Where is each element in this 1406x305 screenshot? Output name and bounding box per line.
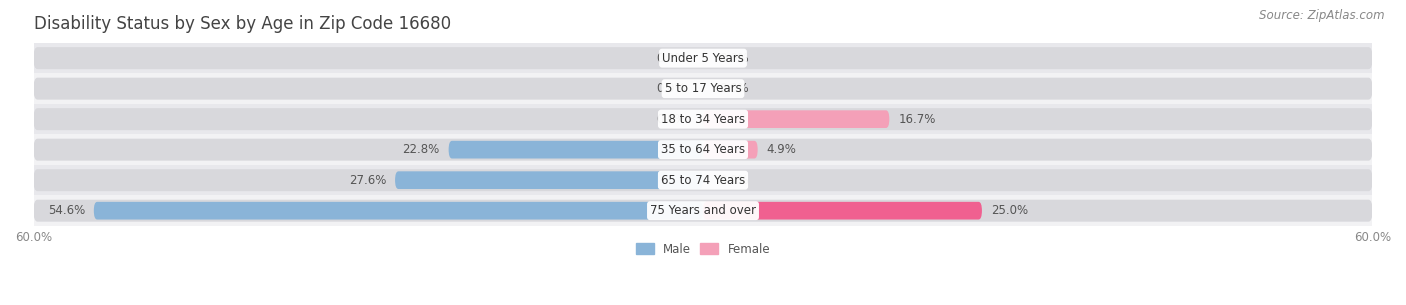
Legend: Male, Female: Male, Female bbox=[631, 238, 775, 260]
FancyBboxPatch shape bbox=[703, 110, 890, 128]
Bar bbox=[34, 135, 1372, 165]
Text: 0.0%: 0.0% bbox=[657, 52, 686, 65]
Text: 16.7%: 16.7% bbox=[898, 113, 935, 126]
Text: 0.0%: 0.0% bbox=[720, 174, 749, 187]
Text: 27.6%: 27.6% bbox=[349, 174, 387, 187]
Bar bbox=[34, 104, 1372, 135]
FancyBboxPatch shape bbox=[449, 141, 703, 159]
FancyBboxPatch shape bbox=[34, 200, 1372, 222]
FancyBboxPatch shape bbox=[34, 139, 1372, 161]
FancyBboxPatch shape bbox=[703, 202, 981, 220]
FancyBboxPatch shape bbox=[34, 108, 1372, 130]
Bar bbox=[34, 43, 1372, 74]
Text: 5 to 17 Years: 5 to 17 Years bbox=[665, 82, 741, 95]
FancyBboxPatch shape bbox=[703, 141, 758, 159]
Text: 65 to 74 Years: 65 to 74 Years bbox=[661, 174, 745, 187]
Text: 4.9%: 4.9% bbox=[766, 143, 796, 156]
Bar bbox=[34, 165, 1372, 196]
Text: Under 5 Years: Under 5 Years bbox=[662, 52, 744, 65]
Text: 75 Years and over: 75 Years and over bbox=[650, 204, 756, 217]
Text: 54.6%: 54.6% bbox=[48, 204, 84, 217]
Text: 35 to 64 Years: 35 to 64 Years bbox=[661, 143, 745, 156]
Text: 0.0%: 0.0% bbox=[720, 52, 749, 65]
Text: 25.0%: 25.0% bbox=[991, 204, 1028, 217]
Bar bbox=[34, 74, 1372, 104]
FancyBboxPatch shape bbox=[94, 202, 703, 220]
FancyBboxPatch shape bbox=[395, 171, 703, 189]
Text: 0.0%: 0.0% bbox=[657, 113, 686, 126]
Text: Source: ZipAtlas.com: Source: ZipAtlas.com bbox=[1260, 9, 1385, 22]
FancyBboxPatch shape bbox=[34, 78, 1372, 100]
Text: Disability Status by Sex by Age in Zip Code 16680: Disability Status by Sex by Age in Zip C… bbox=[34, 15, 451, 33]
FancyBboxPatch shape bbox=[34, 169, 1372, 191]
FancyBboxPatch shape bbox=[34, 47, 1372, 69]
Text: 0.0%: 0.0% bbox=[720, 82, 749, 95]
Bar bbox=[34, 196, 1372, 226]
Text: 0.0%: 0.0% bbox=[657, 82, 686, 95]
Text: 18 to 34 Years: 18 to 34 Years bbox=[661, 113, 745, 126]
Text: 22.8%: 22.8% bbox=[402, 143, 440, 156]
